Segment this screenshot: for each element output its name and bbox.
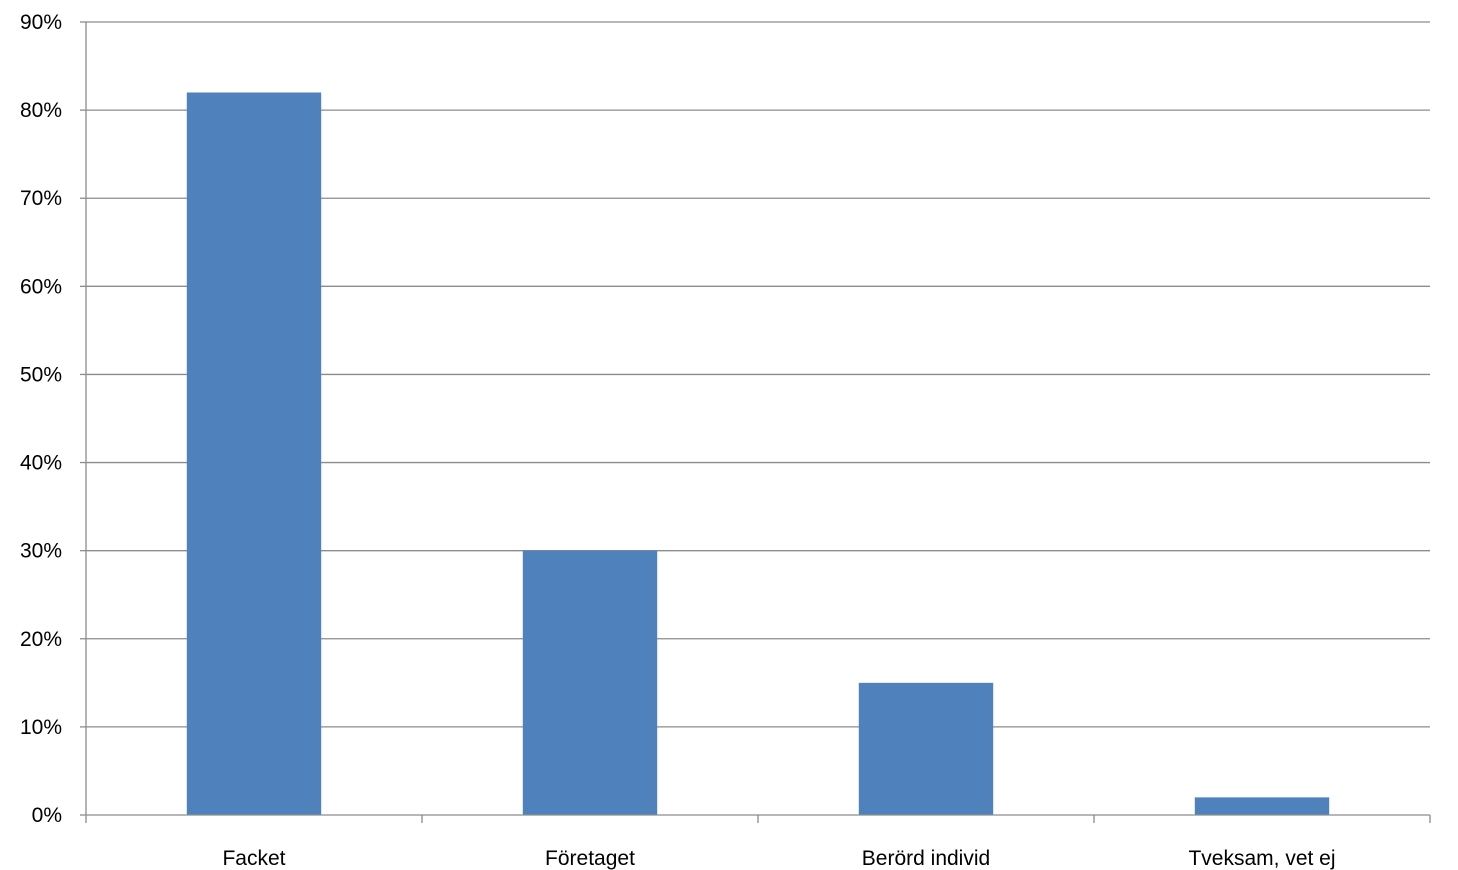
tick-labels: 0% 10% 20% 30% 40% 50% 60% 70% 80% 90% Facket Föret… [20,11,1336,870]
axes [85,22,1431,823]
y-tick-label: 80% [20,99,62,122]
y-tick-label: 30% [20,540,62,563]
y-tick-label: 50% [20,363,62,386]
y-tick-label: 0% [32,804,62,827]
bar [1194,797,1330,815]
x-tick-label: Tveksam, vet ej [1188,847,1335,870]
y-tick-label: 70% [20,187,62,210]
y-tick-label: 10% [20,716,62,739]
bar [186,92,322,815]
bar [522,550,658,815]
y-tick-label: 60% [20,275,62,298]
x-tick-label: Facket [222,847,285,870]
y-tick-label: 40% [20,452,62,475]
y-tick-label: 20% [20,628,62,651]
y-tick-label: 90% [20,11,62,34]
x-tick-label: Företaget [545,847,635,870]
bar [858,682,994,815]
x-tick-label: Berörd individ [862,847,990,870]
bars [186,92,1330,815]
